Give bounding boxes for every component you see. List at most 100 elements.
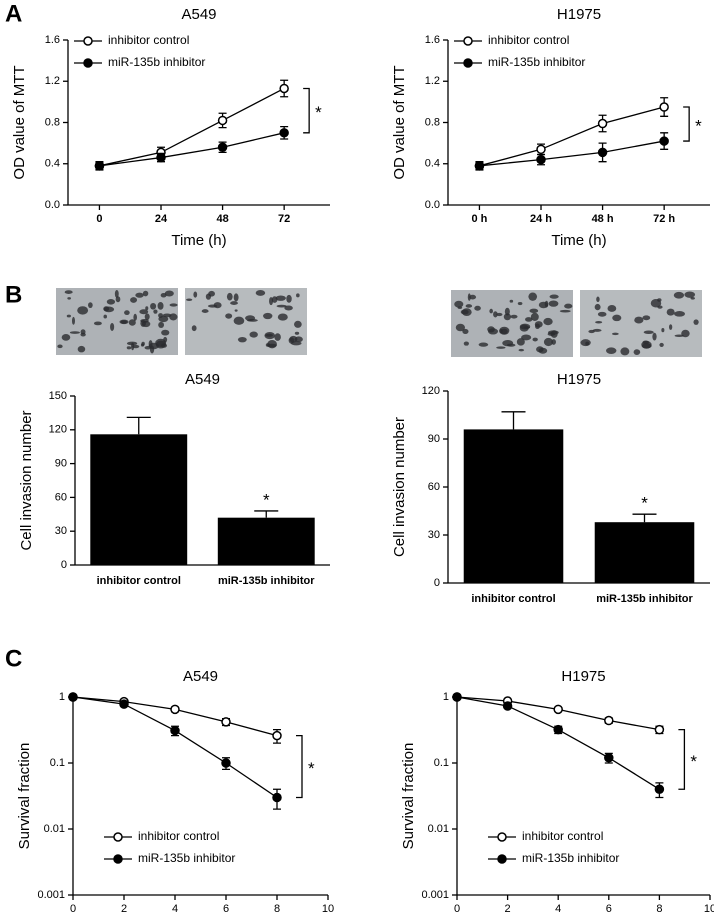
data-point <box>170 704 180 715</box>
cell-blob <box>534 321 543 328</box>
y-tick-label: 0.1 <box>50 757 65 769</box>
x-tick-label: 6 <box>606 903 612 912</box>
data-point <box>221 758 231 768</box>
cell-blob <box>77 345 86 353</box>
cell-blob <box>284 305 293 311</box>
cell-blob <box>474 305 481 311</box>
cell-blob <box>525 317 533 322</box>
legend-label: inhibitor control <box>488 33 569 47</box>
cell-blob <box>149 345 155 354</box>
data-point <box>659 102 669 112</box>
cell-blob <box>274 333 281 341</box>
legend-label: miR-135b inhibitor <box>488 55 585 69</box>
cell-blob <box>115 296 121 303</box>
significance-mark: * <box>690 752 697 771</box>
data-point <box>68 692 78 702</box>
significance-mark: * <box>315 103 322 122</box>
significance-bracket <box>303 87 310 134</box>
cell-blob <box>496 312 503 317</box>
x-tick-label: 10 <box>322 903 334 912</box>
cell-blob <box>460 309 469 315</box>
y-tick-label: 60 <box>428 481 440 493</box>
cell-blob <box>126 346 132 350</box>
data-point <box>536 154 546 165</box>
legend-marker <box>83 36 93 46</box>
x-tick-label: 2 <box>121 903 127 912</box>
cell-blob <box>233 316 245 325</box>
cell-blob <box>681 329 690 338</box>
cell-blob <box>276 304 287 308</box>
legend-label: inhibitor control <box>108 33 189 47</box>
cell-blob <box>103 314 107 319</box>
cell-blob <box>77 306 89 315</box>
significance-mark: * <box>263 490 270 509</box>
x-tick-label: 0 <box>454 903 460 912</box>
data-point <box>217 142 228 152</box>
x-tick-label: inhibitor control <box>97 575 181 587</box>
data-point <box>279 128 289 138</box>
x-tick-label: 8 <box>274 903 280 912</box>
legend-marker <box>463 36 473 46</box>
x-tick-label: 0 h <box>471 213 487 225</box>
y-axis-label: Survival fraction <box>400 743 417 850</box>
cell-blob <box>277 313 288 321</box>
cell-blob <box>661 328 665 333</box>
cell-blob <box>521 334 532 341</box>
cell-blob <box>652 332 657 341</box>
cell-blob <box>502 339 514 347</box>
cell-blob <box>135 292 144 298</box>
panel-label: C <box>5 645 22 672</box>
cell-blob <box>164 290 174 297</box>
x-tick-label: 8 <box>656 903 662 912</box>
y-tick-label: 120 <box>422 385 440 397</box>
significance-mark: * <box>308 759 315 778</box>
cell-blob <box>454 300 464 308</box>
y-tick-label: 0.4 <box>425 158 440 170</box>
y-axis-label: Cell invasion number <box>18 410 35 550</box>
y-tick-label: 0.01 <box>428 823 449 835</box>
y-tick-label: 1 <box>59 691 65 703</box>
y-tick-label: 60 <box>55 491 67 503</box>
cell-blob <box>128 319 136 326</box>
significance-mark: * <box>695 117 702 136</box>
cell-blob <box>150 302 157 310</box>
cell-blob <box>455 323 466 332</box>
cell-blob <box>693 319 699 325</box>
cell-blob <box>503 313 512 321</box>
cell-blob <box>249 331 258 338</box>
x-tick-label: miR-135b inhibitor <box>218 575 315 587</box>
cell-blob <box>548 300 559 307</box>
cell-blob <box>145 306 149 311</box>
cell-blob <box>669 324 673 330</box>
cell-blob <box>106 299 116 305</box>
legend-label: miR-135b inhibitor <box>138 851 235 865</box>
cell-blob <box>93 321 102 326</box>
y-axis-label: Cell invasion number <box>391 417 408 557</box>
chart-title: A549 <box>183 668 218 685</box>
cell-blob <box>536 346 544 353</box>
x-tick-label: 24 <box>155 213 168 225</box>
cell-blob <box>488 328 499 335</box>
cell-blob <box>641 340 652 349</box>
y-tick-label: 0.0 <box>425 199 440 211</box>
cell-blob <box>543 337 553 347</box>
data-point <box>217 115 228 126</box>
chart-title: H1975 <box>561 668 605 685</box>
cell-blob <box>294 320 302 328</box>
cell-blob <box>463 341 469 346</box>
cell-blob <box>225 313 233 319</box>
y-tick-label: 1.6 <box>425 34 440 46</box>
y-tick-label: 0.8 <box>45 116 60 128</box>
data-point <box>272 730 282 741</box>
cell-blob <box>296 293 300 298</box>
y-tick-label: 90 <box>55 458 67 470</box>
bar <box>217 517 315 565</box>
data-point <box>502 701 513 711</box>
cell-blob <box>57 344 63 349</box>
cell-blob <box>119 319 129 325</box>
cell-blob <box>564 303 573 309</box>
panel-label: B <box>5 281 22 308</box>
x-tick-label: 4 <box>172 903 178 912</box>
cell-blob <box>465 304 473 308</box>
